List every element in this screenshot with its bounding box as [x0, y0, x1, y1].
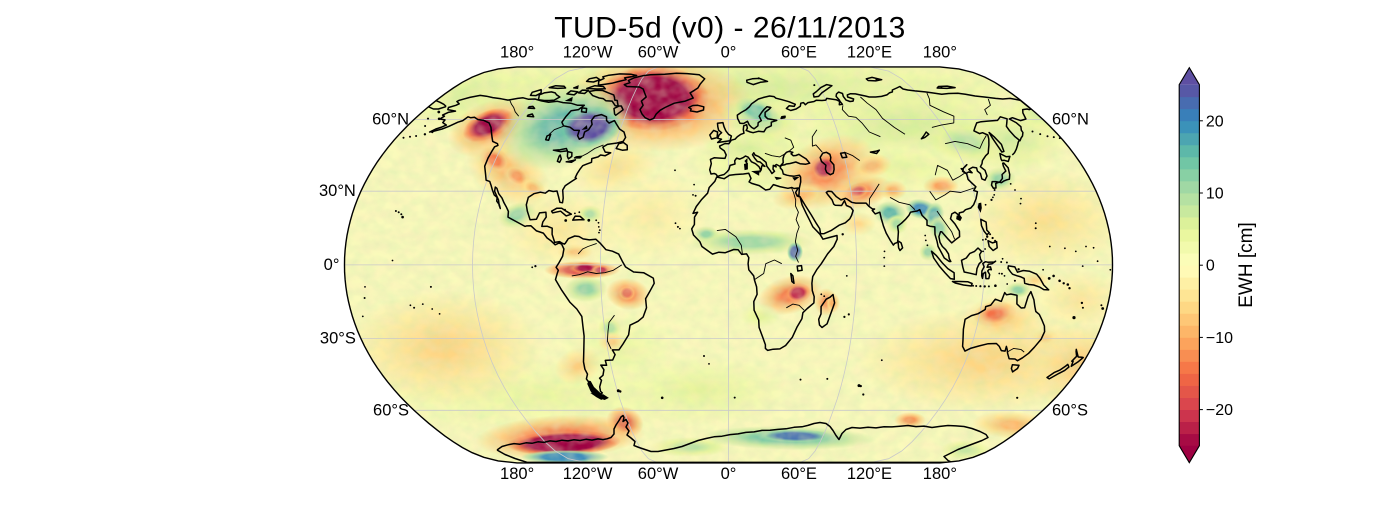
svg-text:30°S: 30°S	[320, 330, 356, 348]
svg-text:180°: 180°	[500, 465, 534, 483]
svg-text:180°: 180°	[500, 43, 534, 61]
svg-text:60°S: 60°S	[1052, 401, 1088, 419]
svg-text:−20: −20	[1206, 402, 1233, 419]
svg-text:0°: 0°	[721, 465, 737, 483]
svg-text:120°E: 120°E	[847, 465, 892, 483]
svg-text:60°E: 60°E	[781, 43, 817, 61]
svg-text:10: 10	[1206, 186, 1224, 203]
svg-text:120°W: 120°W	[563, 43, 613, 61]
svg-text:0: 0	[1206, 258, 1215, 275]
svg-text:20: 20	[1206, 113, 1224, 130]
svg-text:60°N: 60°N	[372, 110, 409, 128]
svg-text:EWH [cm]: EWH [cm]	[1236, 222, 1257, 308]
svg-text:60°W: 60°W	[638, 465, 679, 483]
svg-text:120°E: 120°E	[847, 43, 892, 61]
svg-text:0°: 0°	[324, 256, 340, 274]
svg-text:−10: −10	[1206, 330, 1233, 347]
svg-text:TUD-5d (v0) - 26/11/2013: TUD-5d (v0) - 26/11/2013	[554, 12, 906, 45]
svg-text:120°W: 120°W	[563, 465, 613, 483]
svg-text:60°E: 60°E	[781, 465, 817, 483]
svg-text:30°N: 30°N	[319, 182, 356, 200]
svg-text:180°: 180°	[923, 465, 957, 483]
svg-text:0°: 0°	[721, 43, 737, 61]
svg-text:180°: 180°	[923, 43, 957, 61]
svg-text:60°W: 60°W	[638, 43, 679, 61]
svg-text:60°S: 60°S	[373, 401, 409, 419]
svg-text:60°N: 60°N	[1052, 110, 1089, 128]
